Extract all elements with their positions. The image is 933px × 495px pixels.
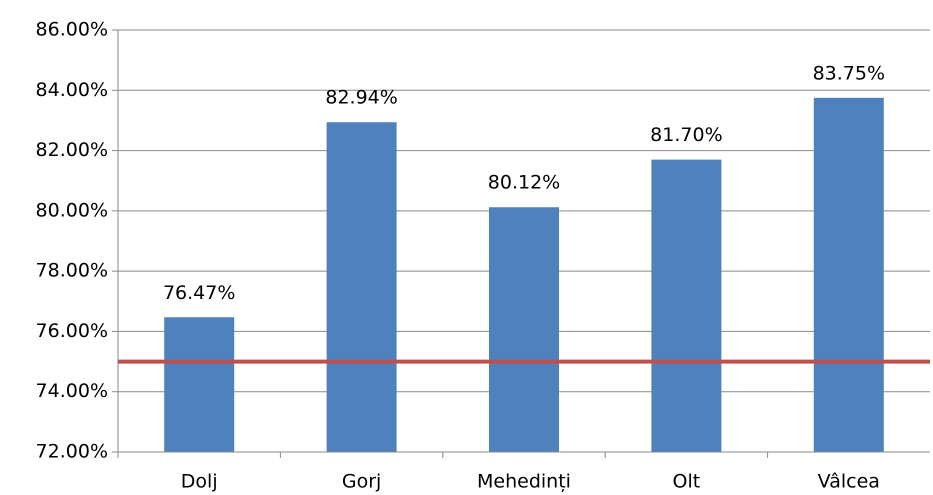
- y-tick-label: 84.00%: [36, 79, 108, 101]
- x-tick-label: Gorj: [342, 471, 381, 493]
- value-label: 82.94%: [325, 87, 397, 109]
- y-tick-label: 74.00%: [36, 380, 108, 402]
- y-tick-label: 72.00%: [36, 441, 108, 463]
- bar: [813, 97, 884, 453]
- y-tick-label: 78.00%: [36, 260, 108, 282]
- x-tick-label: Vâlcea: [818, 471, 880, 493]
- y-tick-label: 80.00%: [36, 199, 108, 221]
- x-tick-label: Dolj: [181, 471, 218, 493]
- value-label: 76.47%: [163, 282, 235, 304]
- bar: [326, 122, 397, 452]
- value-label: 83.75%: [813, 62, 885, 84]
- x-tick-label: Mehedinți: [477, 471, 571, 493]
- bar: [164, 317, 235, 452]
- y-tick-label: 76.00%: [36, 320, 108, 342]
- bar: [489, 207, 559, 452]
- value-label: 81.70%: [650, 124, 722, 146]
- x-tick-label: Olt: [673, 471, 701, 493]
- y-tick-label: 82.00%: [36, 139, 108, 161]
- value-label: 80.12%: [488, 172, 560, 194]
- y-tick-label: 86.00%: [36, 19, 108, 41]
- bar: [651, 159, 722, 452]
